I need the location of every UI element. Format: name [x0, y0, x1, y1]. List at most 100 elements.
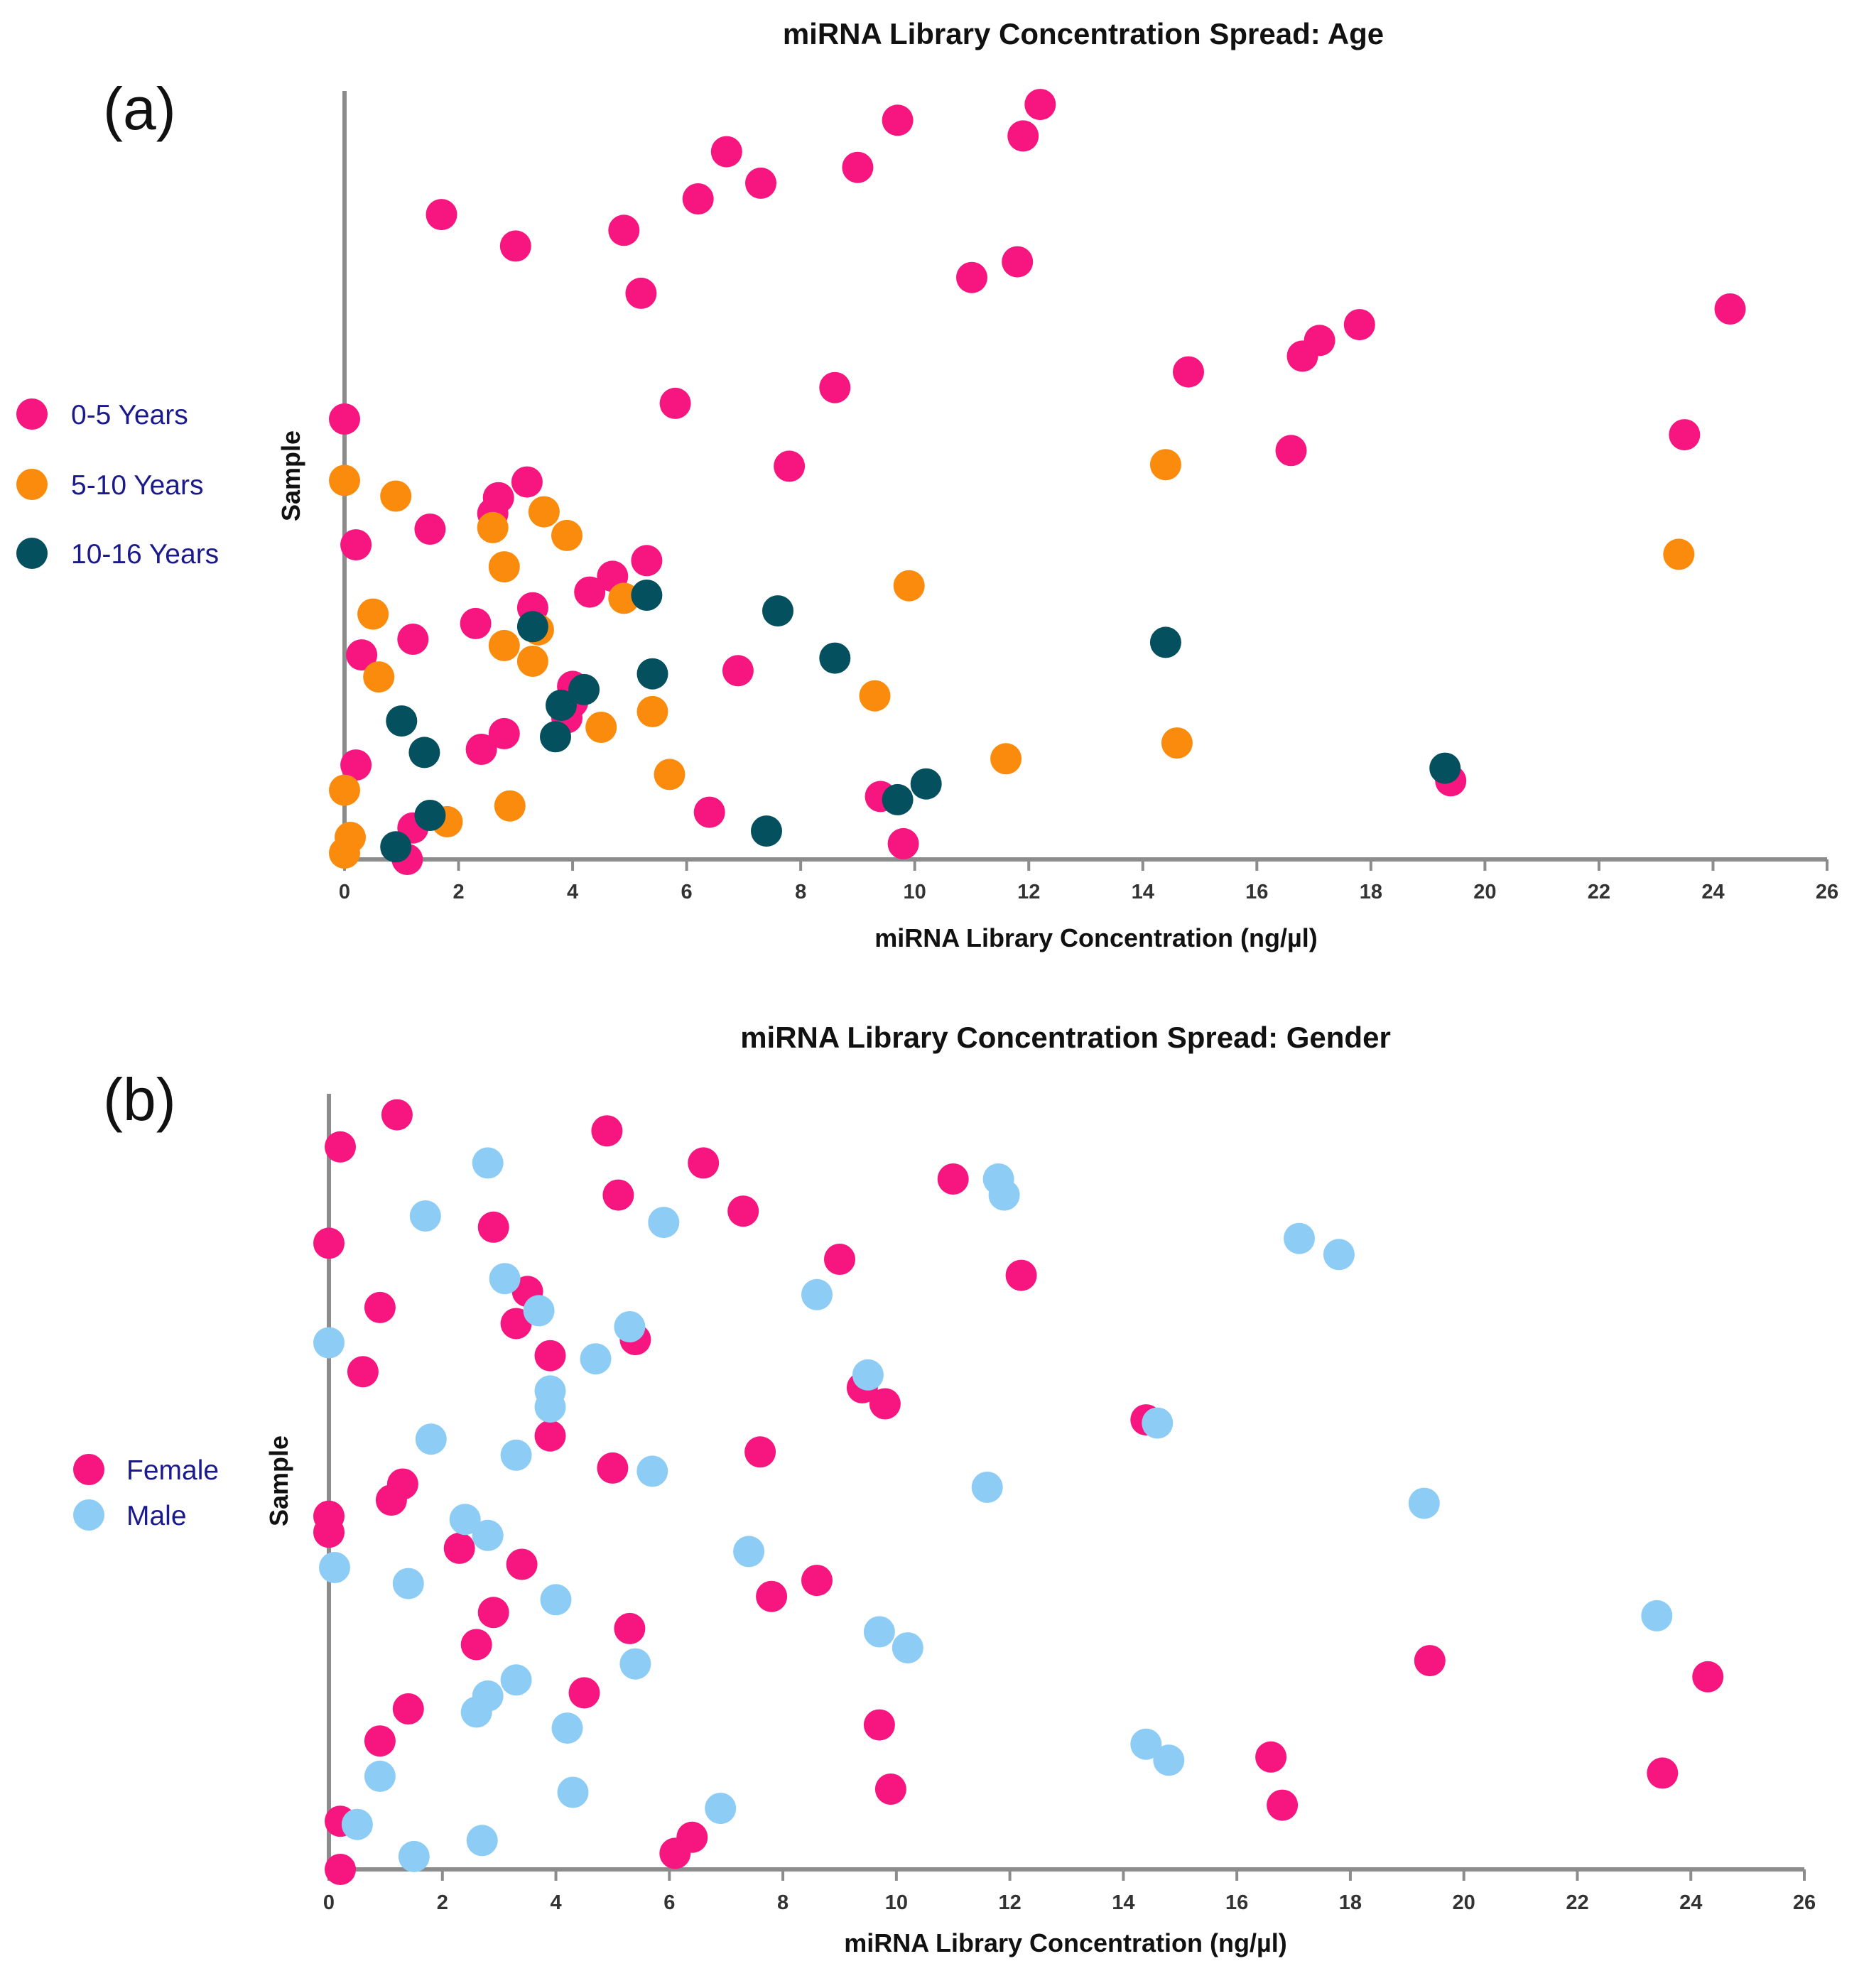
- data-point-age-10-16: [540, 721, 571, 753]
- data-point-female: [1414, 1645, 1446, 1677]
- data-point-female: [1255, 1741, 1287, 1773]
- x-tick-label-gender: 0: [323, 1891, 335, 1914]
- data-point-male: [415, 1423, 447, 1455]
- legend-gender: Female Male: [73, 1454, 219, 1531]
- data-point-female: [381, 1099, 413, 1131]
- data-point-male: [500, 1664, 532, 1696]
- data-point-female: [937, 1163, 969, 1195]
- data-point-age-0-5: [426, 199, 457, 231]
- data-point-male: [534, 1391, 566, 1423]
- data-point-age-10-16: [636, 658, 668, 690]
- data-point-male: [398, 1840, 430, 1872]
- data-point-male: [466, 1825, 498, 1857]
- data-point-female: [325, 1131, 356, 1163]
- data-point-age-0-5: [346, 639, 378, 671]
- x-tick-label-gender: 16: [1225, 1891, 1248, 1914]
- data-point-age-0-5: [1173, 356, 1204, 388]
- x-tick-label-gender: 10: [885, 1891, 908, 1914]
- data-point-female: [347, 1356, 379, 1388]
- data-point-female: [756, 1580, 788, 1612]
- data-point-age-0-5: [1024, 89, 1056, 121]
- data-point-male: [364, 1760, 396, 1792]
- data-point-male: [971, 1472, 1003, 1503]
- panel-label-a: (a): [103, 75, 176, 142]
- data-point-age-10-16: [819, 642, 851, 674]
- data-point-age-0-5: [887, 827, 919, 859]
- data-point-age-0-5: [511, 466, 543, 498]
- data-point-female: [506, 1548, 538, 1580]
- legend-label-female: Female: [126, 1455, 219, 1486]
- x-tick-label-age: 10: [904, 881, 926, 903]
- data-point-age-0-5: [774, 450, 806, 482]
- data-point-age-0-5: [414, 514, 446, 545]
- data-point-age-5-10: [585, 712, 617, 743]
- data-point-female: [863, 1709, 895, 1741]
- data-point-female: [591, 1115, 623, 1147]
- data-points-age: [329, 89, 1746, 875]
- data-point-age-5-10: [488, 551, 520, 583]
- data-point-age-0-5: [460, 607, 492, 639]
- x-tick-label-age: 14: [1132, 881, 1154, 903]
- data-point-female: [744, 1436, 776, 1468]
- x-tick-label-gender: 12: [998, 1891, 1021, 1914]
- data-point-age-10-16: [380, 831, 412, 863]
- chart-title-age: miRNA Library Concentration Spread: Age: [783, 17, 1384, 50]
- panel-age: miRNA Library Concentration Spread: Age …: [16, 17, 1838, 952]
- data-point-age-0-5: [1669, 419, 1701, 451]
- data-point-male: [1408, 1487, 1440, 1519]
- data-point-age-5-10: [477, 511, 509, 543]
- data-point-female: [534, 1420, 566, 1452]
- legend-swatch-0-5-years: [16, 398, 48, 430]
- data-point-age-10-16: [751, 815, 782, 847]
- data-point-age-10-16: [910, 768, 942, 800]
- x-tick-label-gender: 14: [1112, 1891, 1134, 1914]
- data-point-male: [500, 1439, 532, 1471]
- data-point-age-5-10: [494, 790, 526, 822]
- data-point-male: [313, 1327, 345, 1359]
- data-point-age-0-5: [693, 796, 725, 828]
- data-point-male: [648, 1207, 680, 1239]
- x-tick-label-age: 4: [567, 881, 578, 903]
- chart-title-gender: miRNA Library Concentration Spread: Gend…: [740, 1021, 1391, 1054]
- x-tick-label-age: 6: [681, 881, 693, 903]
- data-point-male: [619, 1648, 651, 1680]
- data-point-female: [460, 1629, 492, 1661]
- x-tick-label-age: 20: [1473, 881, 1496, 903]
- data-point-male: [1641, 1599, 1673, 1631]
- data-point-age-0-5: [956, 261, 987, 293]
- x-tick-label-age: 22: [1588, 881, 1610, 903]
- data-point-male: [1142, 1407, 1174, 1439]
- data-point-female: [659, 1837, 691, 1869]
- x-tick-label-age: 12: [1017, 881, 1040, 903]
- x-tick-label-age: 24: [1701, 881, 1724, 903]
- data-point-age-0-5: [819, 371, 851, 403]
- data-point-female: [500, 1308, 532, 1340]
- data-point-age-10-16: [516, 611, 548, 643]
- data-point-male: [1323, 1239, 1355, 1271]
- data-point-age-5-10: [516, 646, 548, 677]
- data-point-male: [1130, 1728, 1162, 1760]
- data-point-female: [1692, 1661, 1724, 1693]
- data-point-female: [313, 1516, 345, 1548]
- x-tick-label-gender: 24: [1679, 1891, 1702, 1914]
- data-point-age-0-5: [659, 387, 691, 419]
- data-point-age-5-10: [329, 774, 360, 806]
- data-point-female: [364, 1291, 396, 1323]
- data-point-age-0-5: [631, 545, 663, 577]
- data-point-age-10-16: [631, 580, 663, 611]
- data-point-age-10-16: [386, 705, 418, 737]
- data-point-age-5-10: [551, 519, 582, 551]
- x-tick-label-age: 16: [1245, 881, 1268, 903]
- data-point-age-0-5: [340, 529, 372, 561]
- data-point-age-10-16: [1149, 626, 1181, 658]
- data-point-female: [597, 1452, 629, 1484]
- data-point-age-5-10: [380, 480, 412, 512]
- data-point-age-0-5: [1286, 340, 1318, 372]
- data-point-male: [863, 1616, 895, 1648]
- data-point-female: [392, 1693, 424, 1724]
- data-point-age-5-10: [654, 759, 686, 791]
- legend-label-0-5-years: 0-5 Years: [71, 400, 188, 430]
- data-point-female: [313, 1227, 345, 1259]
- data-point-age-10-16: [408, 737, 440, 768]
- data-point-age-0-5: [1002, 246, 1034, 278]
